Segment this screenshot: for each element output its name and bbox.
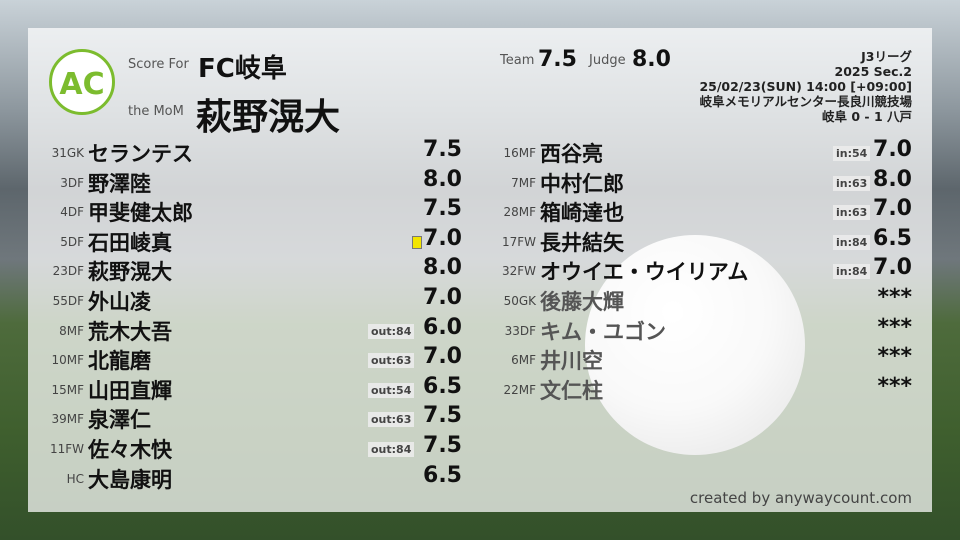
substitution-badge: in:63 <box>833 205 871 221</box>
player-score: 7.5 <box>423 403 462 429</box>
substitution-badge: in:54 <box>833 146 871 161</box>
datetime: 25/02/23(SUN) 14:00 [+09:00] <box>699 79 912 94</box>
substitution-badge: in:84 <box>833 264 871 280</box>
substitution-badge: in:84 <box>833 234 871 250</box>
player-name: 甲斐健太郎 <box>88 201 193 226</box>
player-score: 6.5 <box>423 373 462 399</box>
player-number-position: 32FW <box>501 264 536 279</box>
substitution-badge: out:54 <box>368 382 415 398</box>
player-number-position: 15MF <box>51 382 84 397</box>
player-name: 佐々木快 <box>88 438 172 462</box>
player-name: 外山凌 <box>88 290 151 314</box>
player-number-position: 7MF <box>511 175 536 190</box>
player-name: キム・ユゴン <box>540 319 666 344</box>
player-name: 井川空 <box>540 349 603 374</box>
player-score: *** <box>877 285 912 310</box>
player-name: 文仁柱 <box>540 378 603 403</box>
player-name: セランテス <box>88 142 193 166</box>
substitution-badge: out:84 <box>368 323 415 339</box>
player-number-position: 22MF <box>503 382 536 397</box>
league: J3リーグ <box>861 49 912 64</box>
player-score: 7.0 <box>423 225 462 251</box>
substitution-badge: out:84 <box>368 442 415 457</box>
judge-score: 8.0 <box>632 47 671 72</box>
player-score: 7.5 <box>423 433 462 458</box>
team-score-label: Team <box>500 53 535 68</box>
player-number-position: 23DF <box>52 264 84 279</box>
player-number-position: 16MF <box>503 146 536 160</box>
player-score: 8.0 <box>423 166 462 192</box>
player-number-position: 33DF <box>504 323 536 338</box>
team-name: FC岐阜 <box>198 54 287 84</box>
substitution-badge: out:63 <box>368 353 415 369</box>
team-score: 7.5 <box>538 47 577 72</box>
player-number-position: 31GK <box>51 146 84 160</box>
player-name: 長井結矢 <box>540 230 624 255</box>
player-number-position: 50GK <box>503 294 536 308</box>
score-for-label: Score For <box>128 57 189 72</box>
substitution-badge: in:63 <box>833 175 871 191</box>
player-score: 8.0 <box>873 166 912 192</box>
player-name: 荒木大吾 <box>88 319 172 344</box>
player-number-position: 3DF <box>60 175 84 190</box>
player-name: 後藤大輝 <box>540 290 624 314</box>
player-score: 6.5 <box>873 225 912 251</box>
judge-score-label: Judge <box>589 53 626 68</box>
score-panel <box>28 28 932 512</box>
mom-label: the MoM <box>128 104 184 119</box>
player-score: 8.0 <box>423 255 462 281</box>
mom-player: 萩野滉大 <box>196 97 341 138</box>
logo-text: AC <box>59 67 105 102</box>
player-number-position: 28MF <box>503 205 536 220</box>
player-number-position: 11FW <box>49 442 84 456</box>
player-name: 泉澤仁 <box>88 408 151 433</box>
player-score: *** <box>877 344 912 370</box>
player-number-position: HC <box>66 471 84 486</box>
player-number-position: 6MF <box>511 353 536 368</box>
player-score: 7.5 <box>423 137 462 162</box>
player-number-position: 17FW <box>501 234 536 249</box>
player-name: 萩野滉大 <box>88 260 172 285</box>
player-score: 7.0 <box>873 137 912 162</box>
player-score: 7.0 <box>423 344 462 370</box>
player-number-position: 55DF <box>52 294 84 308</box>
player-score: 7.0 <box>423 285 462 310</box>
player-name: 北龍磨 <box>88 349 151 374</box>
player-score: *** <box>877 314 912 340</box>
player-name: 山田直輝 <box>88 378 172 403</box>
player-number-position: 4DF <box>60 205 84 220</box>
player-score: 7.0 <box>873 255 912 281</box>
player-score: 7.5 <box>423 196 462 222</box>
player-name: 中村仁郎 <box>540 171 624 196</box>
player-number-position: 5DF <box>60 234 84 249</box>
player-number-position: 39MF <box>51 412 84 427</box>
player-name: 大島康明 <box>88 467 172 492</box>
player-score: 6.5 <box>423 462 462 488</box>
player-score: 7.0 <box>873 196 912 222</box>
match-info: J3リーグ 2025 Sec.2 25/02/23(SUN) 14:00 [+0… <box>699 49 912 124</box>
player-name: 西谷亮 <box>540 142 603 166</box>
section: 2025 Sec.2 <box>834 64 912 79</box>
credit: created by anywaycount.com <box>689 489 912 507</box>
player-number-position: 8MF <box>59 323 84 338</box>
player-name: オウイエ・ウイリアム <box>540 260 749 285</box>
result: 岐阜 0 - 1 八戸 <box>822 109 912 124</box>
player-name: 野澤陸 <box>88 171 151 196</box>
venue: 岐阜メモリアルセンター長良川競技場 <box>699 94 912 109</box>
player-number-position: 10MF <box>51 353 84 368</box>
player-name: 石田崚真 <box>88 230 172 255</box>
substitution-badge: out:63 <box>368 412 415 428</box>
player-score: 6.0 <box>423 314 462 340</box>
player-name: 箱崎達也 <box>540 201 624 226</box>
anywaycount-logo: AC <box>49 49 115 115</box>
player-score: *** <box>877 373 912 399</box>
yellow-card-icon <box>412 235 422 249</box>
